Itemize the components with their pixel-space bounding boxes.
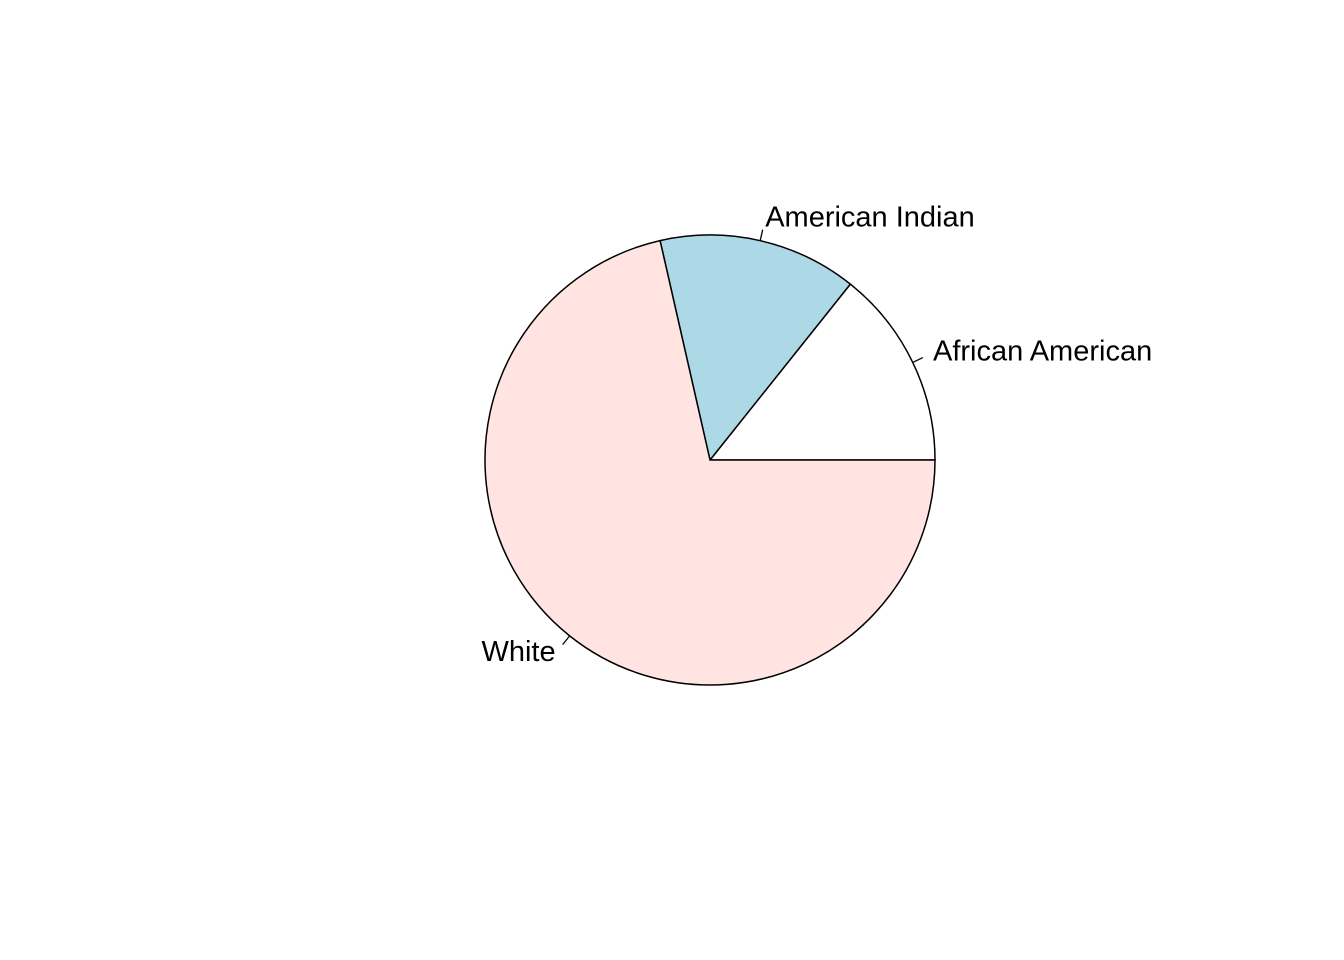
label-tick-american-indian xyxy=(759,229,764,241)
label-tick-african-american xyxy=(912,356,924,363)
pie-slice-african-american xyxy=(708,283,936,461)
slice-label-white: White xyxy=(481,636,555,668)
label-tick-white xyxy=(562,635,571,646)
pie-slice-american-indian xyxy=(659,234,852,462)
pie-slice-white xyxy=(484,239,936,686)
ticks-layer xyxy=(562,229,924,646)
labels-layer: African American American Indian White xyxy=(481,201,1152,668)
slice-label-american-indian: American Indian xyxy=(765,201,975,233)
slice-label-african-american: African American xyxy=(933,335,1152,367)
slices-layer xyxy=(484,234,936,686)
